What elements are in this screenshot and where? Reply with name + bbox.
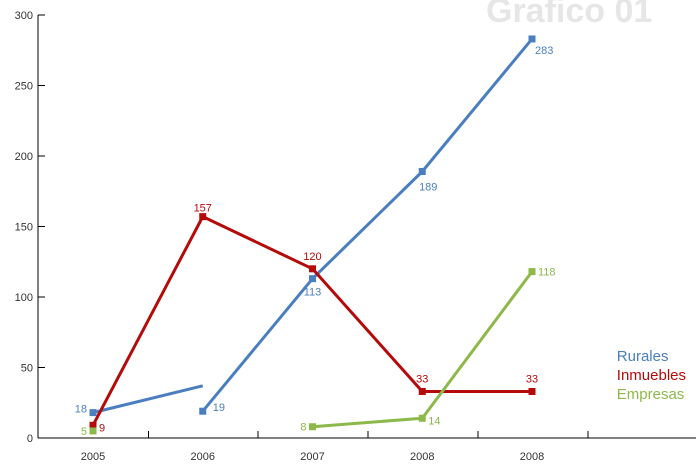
x-tick-label: 2006 bbox=[191, 451, 215, 463]
axes: 0 50 100 150 200 250 300 2005 2006 2007 2008 2008 bbox=[15, 10, 696, 463]
data-label-empresas: 118 bbox=[538, 267, 556, 279]
x-tick-label: 2007 bbox=[300, 451, 324, 463]
data-point-inmuebles bbox=[89, 421, 97, 429]
data-point-rurales bbox=[199, 407, 207, 415]
data-label-inmuebles: 9 bbox=[99, 422, 105, 434]
data-label-empresas: 5 bbox=[81, 426, 87, 438]
series-layer: 18 19 113 189 283 9 157 120 33 33 5 8 14 118 bbox=[75, 35, 556, 438]
data-point-inmuebles bbox=[418, 387, 426, 395]
data-label-empresas: 14 bbox=[428, 415, 440, 427]
data-label-rurales: 18 bbox=[75, 404, 87, 416]
data-label-empresas: 8 bbox=[300, 422, 306, 434]
data-label-inmuebles: 157 bbox=[194, 203, 212, 215]
series-line-rurales bbox=[92, 384, 204, 415]
watermark-text: Grafico 01 bbox=[486, 0, 652, 30]
legend: Rurales Inmuebles Empresas bbox=[617, 347, 686, 404]
data-point-empresas bbox=[309, 423, 316, 431]
data-label-inmuebles: 120 bbox=[303, 251, 321, 263]
data-point-rurales bbox=[89, 409, 97, 417]
data-point-rurales bbox=[418, 168, 426, 176]
data-point-inmuebles bbox=[309, 265, 316, 273]
data-label-inmuebles: 33 bbox=[526, 373, 538, 385]
y-tick-label: 200 bbox=[15, 151, 33, 163]
series-line-inmuebles bbox=[91, 215, 532, 427]
y-tick-label: 0 bbox=[27, 433, 33, 445]
y-tick-label: 250 bbox=[15, 81, 33, 93]
y-tick-label: 100 bbox=[15, 292, 33, 304]
legend-item-rurales: Rurales bbox=[616, 348, 669, 365]
y-tick-label: 50 bbox=[21, 363, 33, 375]
data-label-rurales: 19 bbox=[213, 402, 225, 414]
y-tick-label: 150 bbox=[15, 222, 33, 234]
data-label-rurales: 189 bbox=[419, 182, 437, 194]
x-tick-label: 2008 bbox=[520, 451, 544, 463]
data-point-inmuebles bbox=[199, 213, 207, 221]
data-point-inmuebles bbox=[528, 387, 536, 395]
data-point-rurales bbox=[309, 275, 316, 283]
data-point-empresas bbox=[89, 427, 97, 435]
x-tick-label: 2005 bbox=[81, 451, 105, 463]
data-label-inmuebles: 33 bbox=[416, 373, 428, 385]
data-label-rurales: 113 bbox=[304, 287, 322, 299]
x-tick-label: 2008 bbox=[410, 451, 434, 463]
legend-item-empresas: Empresas bbox=[616, 386, 685, 403]
series-line-empresas bbox=[312, 270, 534, 429]
y-tick-label: 300 bbox=[15, 10, 33, 22]
data-point-empresas bbox=[418, 414, 426, 422]
data-point-empresas bbox=[528, 268, 536, 276]
data-label-rurales: 283 bbox=[535, 45, 553, 57]
series-line-rurales bbox=[201, 38, 534, 413]
data-point-rurales bbox=[528, 35, 536, 43]
legend-item-inmuebles: Inmuebles bbox=[616, 367, 686, 384]
